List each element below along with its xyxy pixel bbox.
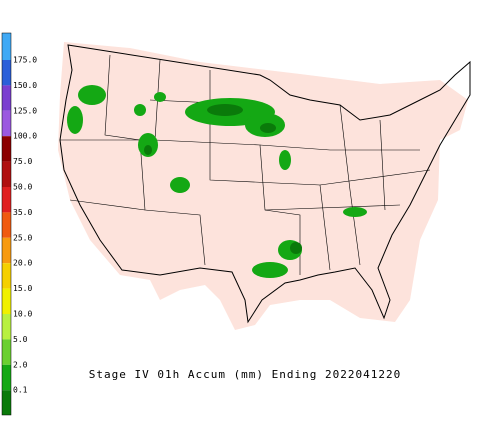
- legend-swatch: [2, 85, 11, 111]
- legend-label: 175.0: [13, 56, 37, 65]
- legend-swatch: [2, 314, 11, 340]
- legend-swatch: [2, 161, 11, 187]
- legend-label: 100.0: [13, 132, 37, 141]
- legend-swatch: [2, 33, 11, 60]
- legend-label: 15.0: [13, 284, 32, 293]
- legend-label: 0.1: [13, 386, 28, 395]
- legend-label: 125.0: [13, 106, 37, 115]
- legend-label: 35.0: [13, 208, 32, 217]
- legend-swatch: [2, 390, 11, 415]
- legend-swatch: [2, 263, 11, 289]
- legend: 175.0 150.0 125.0 100.0 75.0 50.0 35.0 25.0 20.0…: [1, 32, 37, 416]
- legend-label: 5.0: [13, 335, 28, 344]
- legend-swatch: [2, 110, 11, 137]
- legend-swatch: [2, 187, 11, 213]
- legend-label: 25.0: [13, 233, 32, 242]
- legend-swatch: [2, 136, 11, 162]
- legend-label: 20.0: [13, 259, 32, 268]
- legend-swatch: [2, 212, 11, 238]
- legend-swatch: [2, 237, 11, 264]
- legend-swatch: [2, 364, 11, 391]
- legend-label: 50.0: [13, 183, 32, 192]
- legend-label: 2.0: [13, 360, 28, 369]
- legend-frame: [1, 32, 12, 416]
- us-outline: [59, 44, 471, 324]
- legend-label: 75.0: [13, 157, 32, 166]
- caption: Stage IV 01h Accum (mm) Ending 202204122…: [89, 368, 402, 381]
- legend-swatch: [2, 288, 11, 314]
- precip-moderate: [144, 104, 302, 254]
- legend-label: 150.0: [13, 81, 37, 90]
- legend-swatch: [2, 339, 11, 365]
- legend-swatch: [2, 60, 11, 86]
- legend-label: 10.0: [13, 310, 32, 319]
